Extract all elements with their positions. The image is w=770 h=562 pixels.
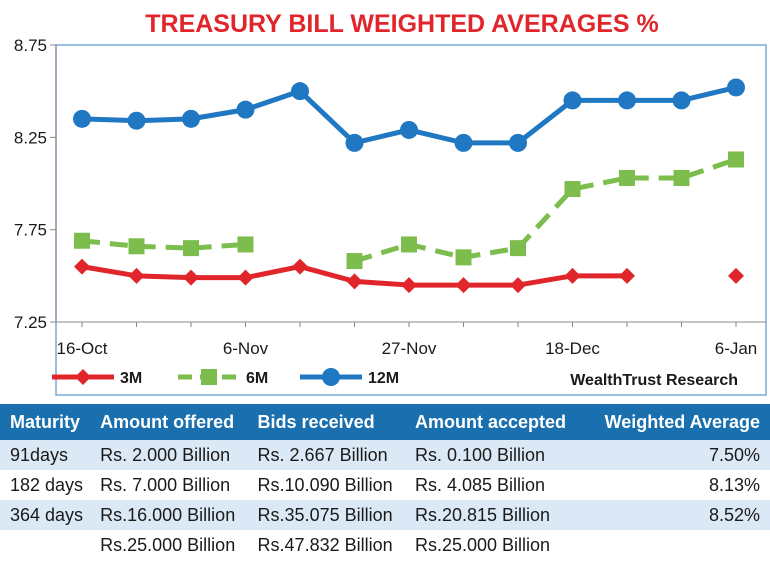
data-point (510, 240, 526, 257)
table-cell: Rs.10.090 Billion (257, 474, 393, 495)
data-point (727, 78, 745, 97)
column-header-maturity: Maturity (0, 404, 91, 440)
legend: 3M 6M 12M (52, 368, 399, 387)
data-point (454, 133, 473, 152)
table-cell: Rs.25.000 Billion (414, 534, 551, 555)
table-cell: Rs.47.832 Billion (257, 534, 393, 555)
data-point (237, 269, 254, 286)
chart-title: TREASURY BILL WEIGHTED AVERAGES % (145, 10, 658, 38)
source-label: WealthTrust Research (570, 372, 738, 389)
x-tick-label: 6-Jan (715, 339, 758, 358)
column-header-weighted-average: Weighted Average (579, 404, 770, 440)
data-point (509, 133, 527, 152)
data-point (400, 120, 418, 139)
table-cell: Rs. 4.085 Billion (414, 474, 546, 495)
table-cell: 7.50% (708, 444, 760, 465)
data-point (510, 277, 526, 294)
auction-table: Maturity Amount offered Bids received Am… (0, 404, 770, 560)
line-chart: TREASURY BILL WEIGHTED AVERAGES % 7.25 7.… (14, 10, 767, 396)
data-point (619, 267, 635, 284)
series-3m (74, 258, 744, 294)
data-point (401, 277, 417, 294)
data-point (619, 169, 635, 186)
data-point (728, 151, 744, 168)
data-point (237, 236, 254, 253)
data-point (128, 238, 145, 255)
x-tick-label: 27-Nov (382, 339, 437, 358)
x-tick-label: 18-Dec (545, 339, 600, 358)
table-cell: Rs.35.075 Billion (257, 504, 393, 525)
table-cell: 8.52% (708, 504, 760, 525)
table-cell: Rs.25.000 Billion (100, 534, 236, 555)
series-line (353, 157, 737, 264)
column-header-amount-accepted: Amount accepted (404, 404, 580, 440)
table-cell: 182 days (10, 474, 84, 495)
data-point (183, 269, 199, 286)
data-point (127, 111, 146, 130)
data-point (292, 258, 308, 275)
table-row: 182 days Rs. 7.000 Billion Rs.10.090 Bil… (0, 470, 770, 500)
legend-marker (322, 368, 340, 386)
table-row: 91days Rs. 2.000 Billion Rs. 2.667 Billi… (0, 440, 770, 470)
data-point (564, 267, 581, 284)
data-point (183, 240, 199, 257)
y-tick-label: 7.25 (14, 313, 47, 332)
column-header-bids-received: Bids received (247, 404, 405, 440)
table-cell (0, 530, 90, 560)
data-point (291, 82, 309, 101)
data-point (728, 267, 744, 284)
data-point (672, 91, 691, 110)
x-tick-label: 6-Nov (223, 339, 269, 358)
series-12m (73, 78, 745, 152)
series-line (81, 238, 246, 251)
table-row-total: Rs.25.000 Billion Rs.47.832 Billion Rs.2… (0, 530, 770, 560)
column-header-amount-offered: Amount offered (90, 404, 248, 440)
table-cell (580, 530, 770, 560)
data-point (236, 100, 255, 119)
data-point (455, 249, 472, 266)
table-row: 364 days Rs.16.000 Billion Rs.35.075 Bil… (0, 500, 770, 530)
y-tick-label: 8.75 (14, 36, 47, 55)
table-cell: Rs.20.815 Billion (414, 504, 551, 525)
table-cell: Rs. 2.000 Billion (100, 444, 231, 465)
data-point (564, 181, 581, 198)
table-cell: Rs. 7.000 Billion (100, 474, 231, 495)
series-6m (74, 151, 744, 270)
data-point (74, 258, 90, 275)
table-cell: Rs. 0.100 Billion (414, 444, 546, 465)
data-point (346, 253, 363, 270)
table-cell: 364 days (10, 504, 84, 525)
table-cell: 8.13% (708, 474, 760, 495)
y-tick-label: 8.25 (14, 128, 47, 147)
data-point (455, 277, 472, 294)
data-point (74, 232, 90, 249)
data-point (563, 91, 582, 110)
table-cell: Rs.16.000 Billion (100, 504, 236, 525)
legend-label: 6M (246, 370, 268, 387)
data-point (401, 236, 417, 253)
data-point (345, 133, 364, 152)
table-header-row: Maturity Amount offered Bids received Am… (0, 404, 770, 440)
x-tick-label: 16-Oct (56, 339, 107, 358)
legend-label: 3M (120, 370, 142, 387)
data-point (346, 273, 363, 290)
legend-marker (201, 369, 217, 385)
data-point (128, 267, 145, 284)
legend-label: 12M (368, 370, 399, 387)
data-point (73, 109, 91, 128)
table-cell: Rs. 2.667 Billion (257, 444, 388, 465)
table-cell: 91days (10, 444, 69, 465)
data-point (618, 91, 636, 110)
data-point (182, 109, 200, 128)
data-point (673, 169, 690, 186)
legend-marker (75, 369, 91, 385)
y-tick-label: 7.75 (14, 221, 47, 240)
